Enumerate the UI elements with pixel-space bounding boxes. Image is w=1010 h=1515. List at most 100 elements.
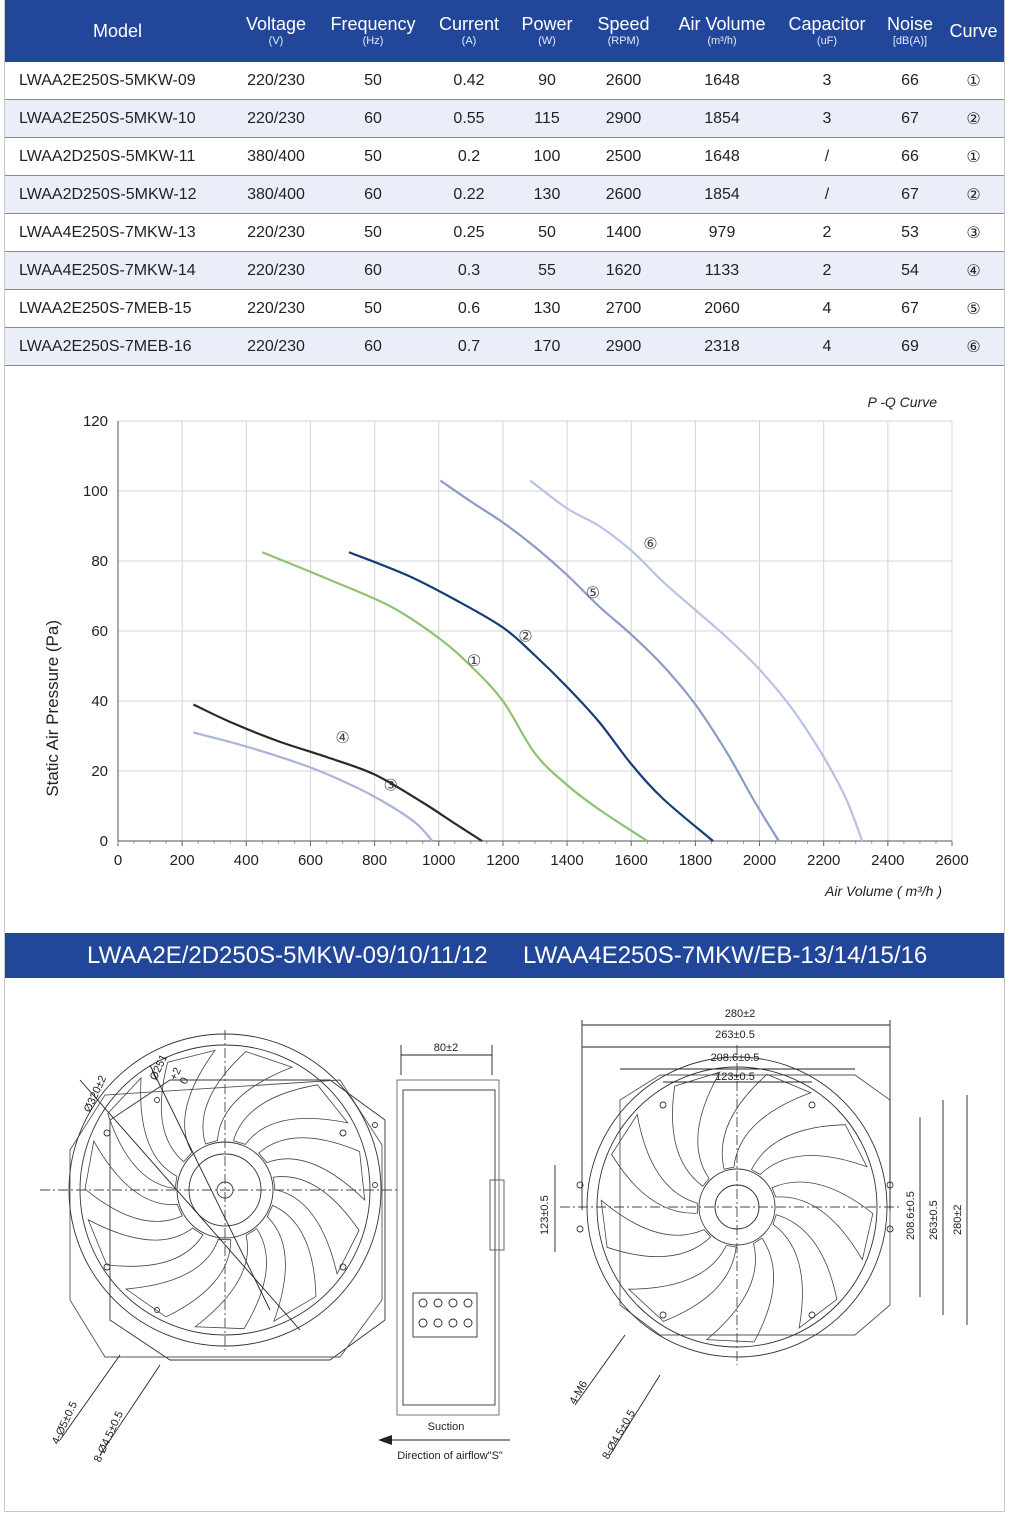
fan-blade: [258, 1137, 366, 1202]
cell-capacitor: /: [777, 137, 877, 176]
cell-current: 0.25: [424, 213, 514, 252]
header-noise: Noise [dB(A)]: [877, 0, 943, 62]
cell-noise: 53: [877, 213, 943, 252]
right-dimension-lines: [554, 1020, 968, 1325]
cell-speed: 2900: [580, 99, 667, 138]
fan-blade: [160, 1049, 216, 1163]
fan-blade: [84, 1139, 183, 1222]
header-curve: Curve: [943, 0, 1004, 62]
cell-current: 0.2: [424, 137, 514, 176]
table-row: LWAA2E250S-5MKW-10 220/230 60 0.55 115 2…: [5, 99, 1004, 138]
cell-model: LWAA2E250S-5MKW-10: [5, 99, 230, 138]
chart-title: P -Q Curve: [868, 394, 938, 410]
cell-air-volume: 2060: [667, 289, 777, 328]
cell-frequency: 60: [322, 327, 424, 366]
dim-inner-tolerance-lower: 0: [178, 1076, 191, 1087]
cell-voltage: 220/230: [230, 213, 322, 252]
x-tick-label: 2600: [935, 852, 968, 869]
cell-curve: ②: [943, 99, 1004, 138]
y-tick-label: 0: [100, 833, 108, 850]
cell-model: LWAA2E250S-5MKW-09: [5, 62, 230, 100]
side-flange: [396, 1079, 500, 1416]
cell-voltage: 220/230: [230, 99, 322, 138]
cell-power: 90: [514, 62, 580, 100]
cell-speed: 2600: [580, 62, 667, 100]
cell-curve: ①: [943, 137, 1004, 176]
header-air-volume: Air Volume (m³/h): [667, 0, 777, 62]
cell-air-volume: 2318: [667, 327, 777, 366]
fan-blade: [672, 1071, 721, 1187]
cell-speed: 2500: [580, 137, 667, 176]
technical-drawings: Ø320±2 Ø251 +2 0 4-Ø5±0.5 8-Ø4.5±0.5 80±…: [40, 1008, 968, 1464]
header-current: Current (A): [424, 0, 514, 62]
dim-right-hole-b: 8-Ø4.5±0.5: [600, 1408, 638, 1462]
dim-width-208: 208.6±0.5: [711, 1052, 760, 1064]
dim-height-263: 263±0.5: [928, 1200, 940, 1240]
x-tick-label: 1800: [679, 852, 712, 869]
cell-curve: ①: [943, 62, 1004, 100]
cell-noise: 69: [877, 327, 943, 366]
curve-label-1: ①: [467, 651, 481, 670]
y-tick-label: 80: [91, 553, 108, 570]
header-model: Model: [5, 0, 230, 62]
cell-model: LWAA4E250S-7MKW-14: [5, 251, 230, 290]
cell-voltage: 380/400: [230, 137, 322, 176]
dim-width-280: 280±2: [725, 1008, 756, 1020]
cell-frequency: 60: [322, 99, 424, 138]
cell-air-volume: 1133: [667, 251, 777, 290]
header-frequency: Frequency (Hz): [322, 0, 424, 62]
side-view: 80±2 Suction Direction of airflow"S": [378, 1042, 510, 1462]
table-header-row: Model Voltage (V) Frequency (Hz) Current (A…: [5, 0, 1004, 62]
cell-voltage: 220/230: [230, 251, 322, 290]
front-view-5mkw: Ø320±2 Ø251 +2 0 4-Ø5±0.5 8-Ø4.5±0.5: [40, 1030, 400, 1464]
x-tick-label: 600: [298, 852, 323, 869]
curve-line-1: [261, 551, 648, 842]
chart-axes: 0 200 400 600 800 1000 1200 1400 1600 1800 2000 220…: [83, 413, 969, 869]
x-tick-label: 400: [234, 852, 259, 869]
suction-label: Suction: [428, 1421, 465, 1433]
x-axis-label: Air Volume ( m³/h ): [824, 883, 942, 899]
cell-power: 50: [514, 213, 580, 252]
x-tick-label: 800: [362, 852, 387, 869]
airflow-direction-label: Direction of airflow"S": [397, 1450, 503, 1462]
cell-air-volume: 1648: [667, 137, 777, 176]
x-tick-label: 200: [170, 852, 195, 869]
x-tick-label: 2200: [807, 852, 840, 869]
cell-frequency: 50: [322, 213, 424, 252]
table-row: LWAA2E250S-5MKW-09 220/230 50 0.42 90 26…: [5, 62, 1004, 100]
cell-frequency: 60: [322, 175, 424, 214]
cell-curve: ⑥: [943, 327, 1004, 366]
cell-capacitor: 3: [777, 99, 877, 138]
cell-noise: 67: [877, 175, 943, 214]
fan-blade: [124, 1239, 232, 1318]
dim-line-inner: [149, 1064, 271, 1311]
dim-height-208: 208.6±0.5: [905, 1191, 917, 1240]
fan-blade: [194, 1228, 267, 1330]
header-voltage: Voltage (V): [230, 0, 322, 62]
fan-blades: [84, 1049, 366, 1330]
header-capacitor: Capacitor (uF): [777, 0, 877, 62]
flange-outline: [69, 1079, 383, 1358]
leader-hole-a: [59, 1354, 121, 1441]
cell-model: LWAA2D250S-5MKW-12: [5, 175, 230, 214]
right-fan-blades: [600, 1071, 874, 1343]
fan-blade: [772, 1214, 838, 1329]
dim-inner-tolerance-upper: +2: [168, 1066, 184, 1082]
dim-right-hole-a: 4-M6: [567, 1379, 590, 1407]
cell-air-volume: 1854: [667, 99, 777, 138]
curve-line-2: [348, 551, 714, 842]
side-housing: [402, 1089, 496, 1406]
cell-power: 170: [514, 327, 580, 366]
table-row: LWAA2E250S-7MEB-15 220/230 50 0.6 130 27…: [5, 289, 1004, 328]
leader-hole-b: [99, 1364, 161, 1456]
fan-blade: [705, 1237, 774, 1343]
cell-power: 100: [514, 137, 580, 176]
cell-speed: 2700: [580, 289, 667, 328]
x-tick-label: 1000: [422, 852, 455, 869]
cell-noise: 66: [877, 137, 943, 176]
cell-noise: 54: [877, 251, 943, 290]
cell-power: 115: [514, 99, 580, 138]
fan-blade: [771, 1181, 874, 1261]
cell-curve: ④: [943, 251, 1004, 290]
